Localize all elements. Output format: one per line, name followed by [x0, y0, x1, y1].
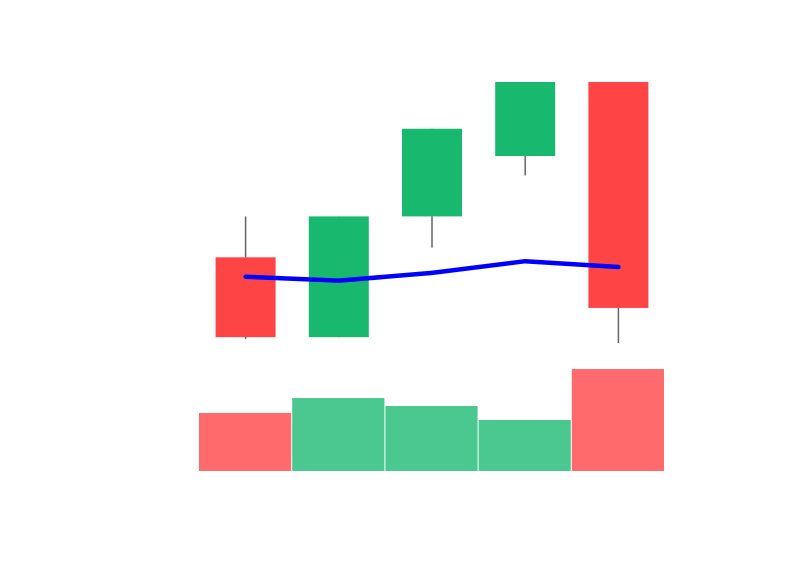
volume-bar — [385, 406, 478, 471]
candlestick-series — [215, 82, 649, 343]
volume-bar — [292, 398, 385, 471]
volume-bar — [199, 413, 292, 471]
volume-series — [199, 369, 664, 471]
candle-body — [402, 128, 462, 217]
candle-body — [495, 82, 556, 157]
candle-body — [215, 257, 276, 338]
moving-average-line — [243, 258, 621, 283]
volume-bar — [571, 369, 664, 471]
candle-body — [588, 82, 649, 308]
volume-bar — [478, 420, 571, 471]
